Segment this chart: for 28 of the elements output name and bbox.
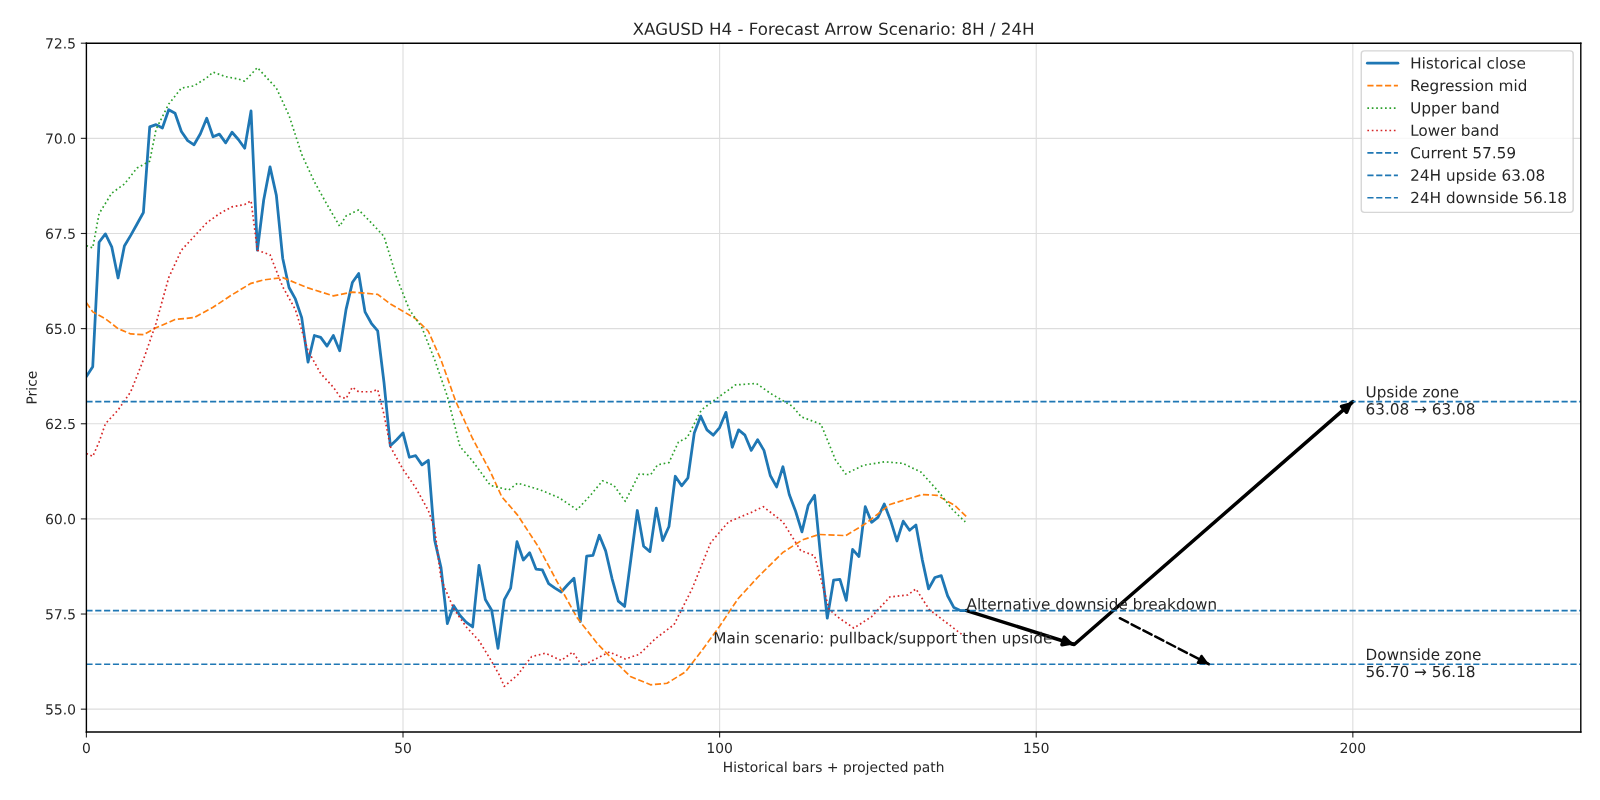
legend-label: 24H downside 56.18 <box>1411 191 1566 204</box>
y-tick-label: 70.0 <box>46 133 76 144</box>
x-axis-title: Historical bars + projected path <box>724 761 944 775</box>
x-tick-label: 200 <box>1340 742 1366 754</box>
y-tick-label: 72.5 <box>46 38 75 49</box>
line-series <box>86 66 967 523</box>
y-tick-label: 65.0 <box>46 323 76 335</box>
y-tick-label: 60.0 <box>46 513 76 525</box>
legend-label: Historical close <box>1411 56 1526 69</box>
y-axis-title: Price <box>26 371 37 404</box>
legend-label: Regression mid <box>1411 79 1526 95</box>
x-tick-label: 100 <box>707 742 732 754</box>
y-tick-label: 62.5 <box>46 418 75 430</box>
chart-title: XAGUSD H4 - Forecast Arrow Scenario: 8H / 24H <box>633 22 1033 37</box>
line-series <box>86 199 963 688</box>
legend-label: Current 57.59 <box>1411 146 1516 159</box>
annotation: Main scenario: pullback/support then upside <box>714 631 1052 647</box>
x-tick-label: 50 <box>395 742 411 754</box>
annotation: Upside zone 63.08 → 63.08 <box>1366 385 1475 415</box>
x-tick-label: 150 <box>1024 742 1049 754</box>
legend-label: 24H upside 63.08 <box>1411 169 1545 184</box>
legend-label: Upper band <box>1411 101 1499 117</box>
annotation: Downside zone 56.70 → 56.18 <box>1366 648 1481 678</box>
x-tick-label: 0 <box>82 742 90 754</box>
y-tick-label: 55.0 <box>46 704 76 715</box>
legend-label: Lower band <box>1411 124 1498 137</box>
y-tick-label: 57.5 <box>46 609 75 620</box>
y-tick-label: 67.5 <box>46 228 75 239</box>
